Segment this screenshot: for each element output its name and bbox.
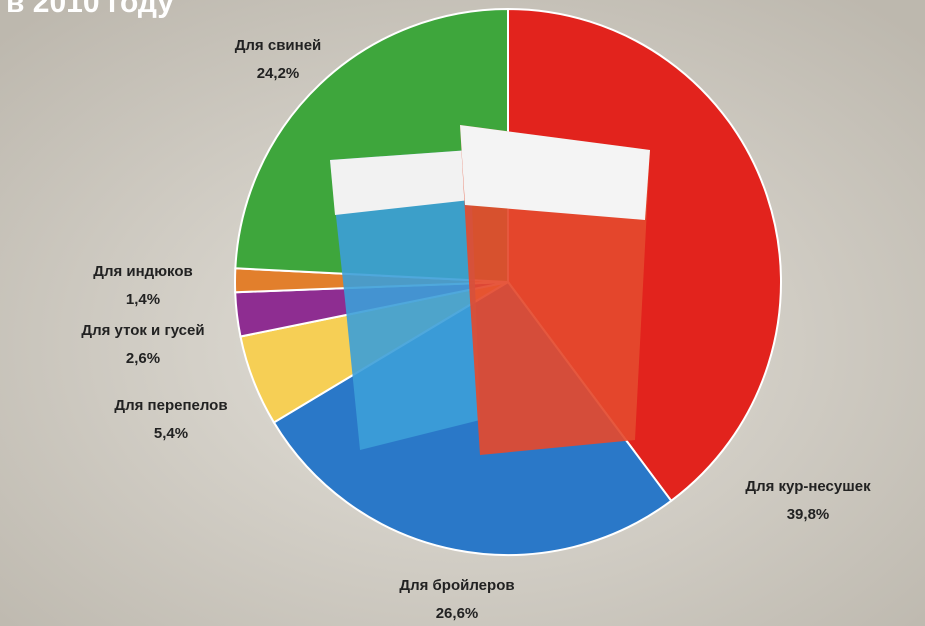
value-label: 5,4% [154, 425, 188, 442]
value-label: 24,2% [257, 65, 300, 82]
slice-label: Для перепелов [114, 397, 227, 414]
chart-title: в 2010 году [6, 0, 174, 19]
slice-label: Для уток и гусей [81, 322, 204, 339]
product-image [330, 125, 650, 455]
slice-label: Для свиней [235, 37, 322, 54]
slice-label: Для кур-несушек [745, 478, 871, 495]
slice-label: Для бройлеров [399, 577, 514, 594]
slice-label: Для индюков [93, 263, 192, 280]
value-label: 26,6% [436, 605, 479, 622]
value-label: 1,4% [126, 291, 160, 308]
value-label: 39,8% [787, 506, 830, 523]
value-label: 2,6% [126, 350, 160, 367]
